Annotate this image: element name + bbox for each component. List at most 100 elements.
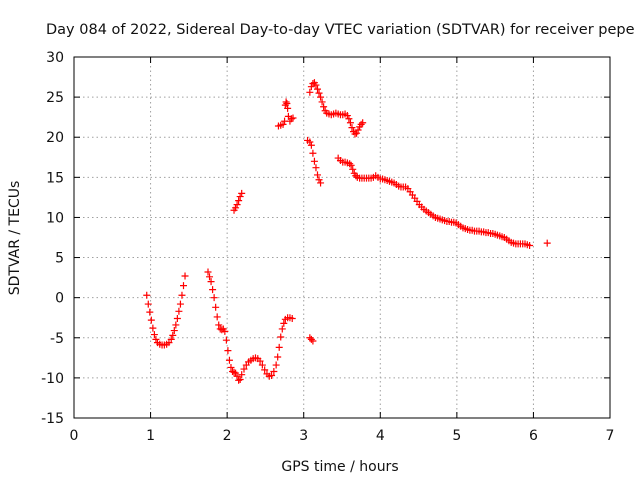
data-point bbox=[283, 100, 291, 108]
y-tick-label: 25 bbox=[46, 90, 64, 106]
data-point bbox=[543, 239, 551, 247]
data-point bbox=[349, 165, 357, 173]
x-tick-label: 6 bbox=[529, 428, 538, 444]
data-point bbox=[317, 93, 325, 101]
data-point bbox=[256, 357, 264, 365]
data-point bbox=[313, 85, 321, 93]
x-tick-label: 3 bbox=[299, 428, 308, 444]
data-point bbox=[312, 164, 320, 172]
data-point bbox=[230, 368, 238, 376]
series-arc-2 bbox=[204, 268, 296, 384]
plot-frame bbox=[73, 56, 611, 419]
data-point bbox=[278, 325, 286, 333]
data-point bbox=[315, 89, 323, 97]
data-point bbox=[346, 119, 354, 127]
series-arc-9 bbox=[543, 239, 551, 247]
data-point bbox=[176, 300, 184, 308]
x-tick-label: 4 bbox=[376, 428, 385, 444]
series-arc-7 bbox=[306, 79, 367, 138]
y-tick-label: 30 bbox=[46, 50, 64, 66]
data-point bbox=[353, 129, 361, 137]
data-point bbox=[169, 331, 177, 339]
data-point bbox=[352, 172, 360, 180]
data-point bbox=[152, 335, 160, 343]
data-point bbox=[309, 337, 317, 345]
data-point bbox=[147, 316, 155, 324]
x-tick-label: 5 bbox=[452, 428, 461, 444]
data-point bbox=[315, 176, 323, 184]
data-point bbox=[173, 315, 181, 323]
data-point bbox=[313, 171, 321, 179]
data-point bbox=[167, 335, 175, 343]
data-point bbox=[225, 356, 233, 364]
data-point bbox=[272, 361, 280, 369]
data-point bbox=[235, 197, 243, 205]
data-point bbox=[347, 161, 355, 169]
x-tick-label: 1 bbox=[146, 428, 155, 444]
data-point bbox=[222, 336, 230, 344]
data-point bbox=[359, 119, 367, 127]
axis-ticks: 0 1 2 3 4 5 6 7 -15 -10 -5 0 5 10 15 20 25 30 bbox=[41, 50, 614, 444]
data-point bbox=[282, 98, 290, 106]
data-point bbox=[309, 79, 317, 87]
data-point bbox=[354, 126, 362, 134]
data-point bbox=[233, 201, 241, 209]
data-point bbox=[235, 376, 243, 384]
y-tick-label: -15 bbox=[41, 411, 64, 427]
data-point bbox=[287, 115, 295, 123]
data-point bbox=[232, 369, 240, 377]
data-point bbox=[206, 273, 214, 281]
data-point bbox=[143, 291, 151, 299]
data-point bbox=[345, 115, 353, 123]
series-arc-1 bbox=[143, 272, 189, 349]
data-point bbox=[213, 313, 221, 321]
series-arc-4 bbox=[274, 98, 297, 130]
data-point bbox=[149, 324, 157, 332]
y-tick-label: 15 bbox=[46, 170, 64, 186]
data-point bbox=[210, 294, 218, 302]
data-point bbox=[274, 353, 282, 361]
data-point bbox=[280, 319, 288, 327]
data-point bbox=[232, 204, 240, 212]
x-tick-label: 2 bbox=[223, 428, 232, 444]
data-point bbox=[240, 365, 248, 373]
data-point bbox=[218, 326, 226, 334]
data-point bbox=[526, 242, 534, 250]
data-point bbox=[306, 138, 314, 146]
data-point bbox=[307, 335, 315, 343]
data-point bbox=[229, 367, 237, 375]
series-arc-5 bbox=[304, 136, 325, 187]
data-point bbox=[288, 315, 296, 323]
y-axis-label: SDTVAR / TECUs bbox=[7, 181, 23, 296]
data-point bbox=[204, 268, 212, 276]
data-point bbox=[236, 193, 244, 201]
data-point bbox=[233, 372, 241, 380]
chart-title: Day 084 of 2022, Sidereal Day-to-day VTE… bbox=[46, 22, 635, 38]
data-point bbox=[310, 157, 318, 165]
data-point bbox=[175, 307, 183, 315]
data-point bbox=[351, 130, 359, 138]
data-point bbox=[144, 300, 152, 308]
data-point bbox=[279, 120, 287, 128]
y-tick-label: 0 bbox=[55, 291, 64, 307]
data-point bbox=[346, 160, 354, 168]
data-point bbox=[343, 112, 351, 120]
data-point bbox=[309, 149, 317, 157]
data-point bbox=[227, 363, 235, 371]
data-point bbox=[357, 120, 365, 128]
data-point bbox=[284, 104, 292, 112]
data-point bbox=[258, 361, 266, 369]
data-point bbox=[318, 98, 326, 106]
data-point bbox=[312, 81, 320, 89]
data-point bbox=[307, 141, 315, 149]
data-point bbox=[209, 286, 217, 294]
data-point bbox=[212, 303, 220, 311]
x-tick-label: 0 bbox=[70, 428, 79, 444]
data-point bbox=[179, 282, 187, 290]
data-point bbox=[178, 291, 186, 299]
data-point bbox=[348, 124, 356, 132]
data-point bbox=[289, 114, 297, 122]
x-axis-label: GPS time / hours bbox=[281, 459, 398, 475]
y-tick-label: 5 bbox=[55, 251, 64, 267]
data-point bbox=[306, 88, 314, 96]
